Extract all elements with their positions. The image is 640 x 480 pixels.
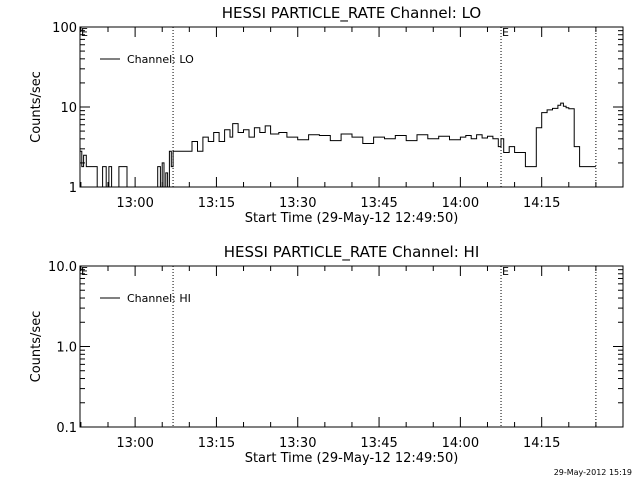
chart-1-ytick-label: 1	[69, 181, 77, 196]
chart-2: HESSI PARTICLE_RATE Channel: HI 0.1 1.0 10.…	[29, 243, 624, 466]
chart-1-xlabel: Start Time (29-May-12 12:49:50)	[245, 211, 459, 226]
chart-1-marker-label: E	[502, 26, 509, 39]
chart-1-xtick-label: 13:45	[360, 196, 397, 211]
chart-2-xlabel: Start Time (29-May-12 12:49:50)	[245, 451, 459, 466]
chart-1-ylabel: Counts/sec	[29, 71, 44, 143]
chart-2-plot-frame	[79, 265, 624, 428]
chart-1-legend-label: Channel: LO	[127, 53, 194, 66]
chart-2-xtick-label: 13:15	[198, 436, 235, 451]
chart-1-title: HESSI PARTICLE_RATE Channel: LO	[222, 4, 481, 23]
chart-2-xtick-label: 13:00	[116, 436, 153, 451]
chart-2-title: HESSI PARTICLE_RATE Channel: HI	[224, 243, 480, 262]
chart-1: HESSI PARTICLE_RATE Channel: LO 1 10 100 Cou…	[29, 4, 624, 226]
chart-2-marker-label: E	[502, 265, 509, 278]
chart-1-series-line	[80, 102, 596, 188]
footer-timestamp: 29-May-2012 15:19	[554, 468, 632, 477]
chart-1-ytick-label: 10	[60, 101, 77, 116]
chart-2-xtick-label: 13:30	[279, 436, 316, 451]
chart-1-ytick-label: 100	[52, 21, 77, 36]
chart-2-xtick-label: 14:15	[523, 436, 560, 451]
chart-2-ytick-label: 1.0	[56, 341, 77, 356]
chart-1-plot-frame	[79, 26, 624, 188]
chart-2-corner-label: E	[81, 265, 88, 278]
chart-1-xtick-label: 13:30	[279, 196, 316, 211]
chart-1-corner-label: E	[81, 26, 88, 39]
chart-2-ylabel: Counts/sec	[29, 311, 44, 383]
chart-2-xtick-label: 13:45	[360, 436, 397, 451]
chart-2-xtick-label: 14:00	[442, 436, 479, 451]
chart-1-xtick-label: 14:15	[523, 196, 560, 211]
chart-2-ytick-label: 10.0	[48, 260, 77, 275]
chart-2-legend-label: Channel: HI	[127, 292, 191, 305]
chart-1-xtick-label: 13:00	[116, 196, 153, 211]
chart-2-ytick-label: 0.1	[56, 421, 77, 436]
chart-1-xtick-label: 14:00	[442, 196, 479, 211]
chart-1-xtick-label: 13:15	[198, 196, 235, 211]
